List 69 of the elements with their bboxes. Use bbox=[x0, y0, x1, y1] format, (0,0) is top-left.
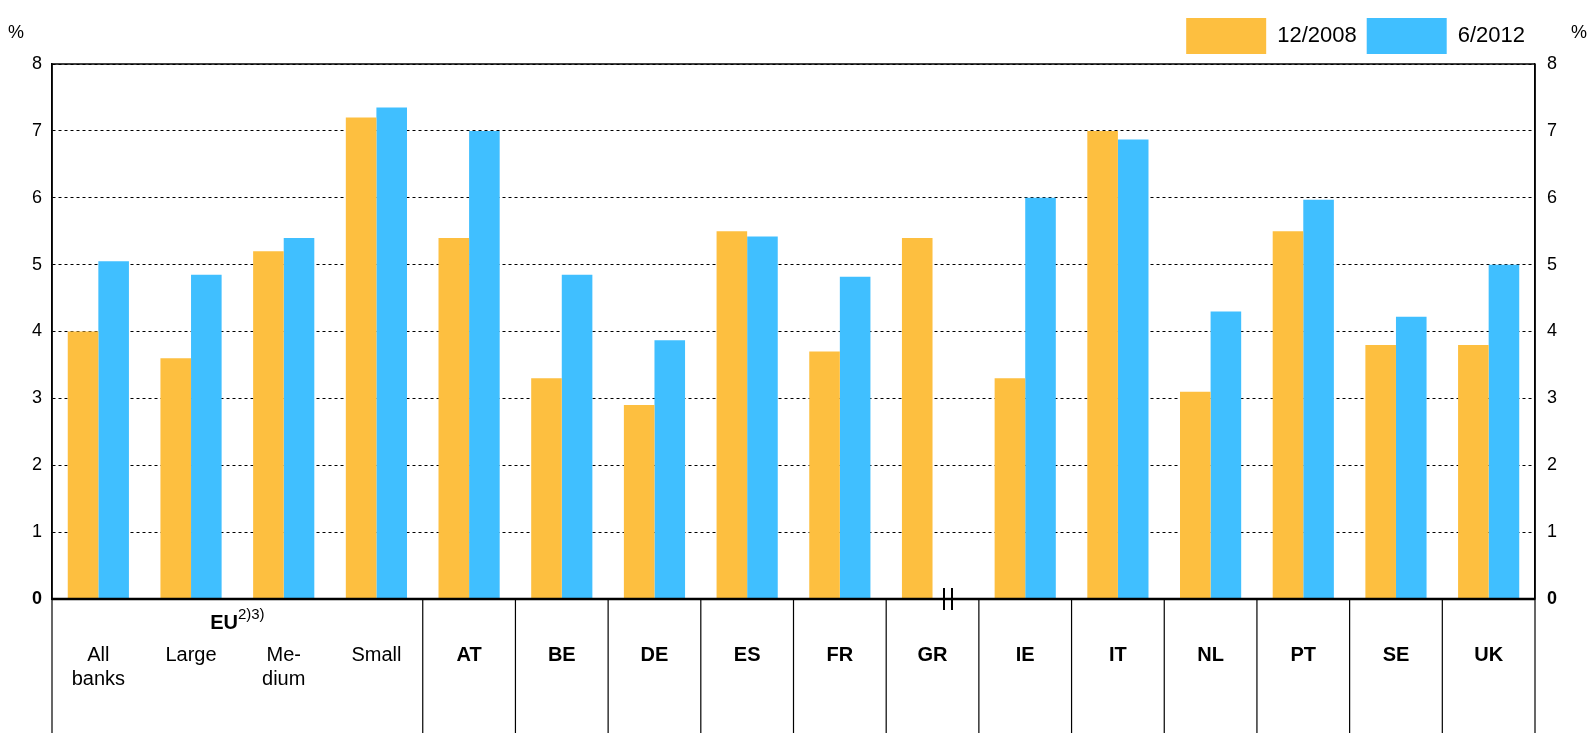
bar bbox=[901, 237, 933, 599]
legend-label: 12/2008 bbox=[1277, 22, 1357, 48]
y2-tick-label: 1 bbox=[1547, 521, 1558, 542]
bar bbox=[716, 231, 748, 599]
x-tick-label: IT bbox=[1109, 642, 1127, 665]
bar bbox=[747, 236, 778, 599]
bar bbox=[623, 405, 655, 599]
y-tick-label: 6 bbox=[31, 186, 42, 207]
bar bbox=[1303, 199, 1334, 599]
x-tick-label: ES bbox=[733, 642, 761, 665]
x-tick-label: Me-dium bbox=[262, 642, 306, 689]
bar bbox=[1365, 344, 1396, 599]
bar bbox=[345, 117, 377, 599]
bar bbox=[376, 107, 407, 599]
y-tick-label: 5 bbox=[31, 253, 42, 274]
y2-tick-label: 2 bbox=[1547, 454, 1558, 475]
bar bbox=[98, 261, 129, 599]
y2-tick-label: 0 bbox=[1547, 587, 1558, 608]
bar bbox=[809, 351, 840, 599]
bar bbox=[654, 340, 686, 599]
y2-tick-label: 6 bbox=[1547, 186, 1558, 207]
x-tick-label: DE bbox=[640, 642, 669, 665]
bar bbox=[67, 331, 99, 599]
bar bbox=[561, 274, 593, 599]
x-tick-label: BE bbox=[547, 642, 576, 665]
x-tick-label: AT bbox=[456, 642, 482, 665]
y2-tick-label: 8 bbox=[1547, 52, 1558, 73]
x-tick-label: GR bbox=[917, 642, 949, 665]
y2-tick-label: 3 bbox=[1547, 387, 1558, 408]
bar bbox=[191, 274, 222, 599]
x-tick-label: All banks bbox=[71, 642, 126, 689]
bar bbox=[1395, 316, 1427, 599]
x-tick-label: SE bbox=[1382, 642, 1410, 665]
x-tick-label: Small bbox=[351, 642, 402, 665]
bar bbox=[438, 237, 470, 599]
y-tick-label: 8 bbox=[31, 52, 42, 73]
y-tick-label: 1 bbox=[31, 521, 42, 542]
bar bbox=[1117, 139, 1149, 599]
bar bbox=[1272, 231, 1304, 599]
x-tick-label: UK bbox=[1474, 642, 1504, 665]
y-tick-label: 2 bbox=[31, 454, 42, 475]
y2-tick-label: 4 bbox=[1547, 320, 1558, 341]
y2-tick-label: 7 bbox=[1547, 119, 1558, 140]
bar bbox=[469, 130, 500, 599]
bar bbox=[1180, 391, 1211, 599]
y-tick-label: 3 bbox=[31, 387, 42, 408]
x-tick-label: PT bbox=[1290, 642, 1317, 665]
bar bbox=[1458, 344, 1489, 599]
bar bbox=[531, 378, 562, 599]
y2-axis-title: % bbox=[1570, 21, 1587, 42]
bar bbox=[1488, 264, 1520, 599]
bar bbox=[1025, 197, 1056, 599]
bar bbox=[994, 378, 1026, 599]
y-tick-label: 4 bbox=[31, 320, 42, 341]
bar bbox=[839, 276, 871, 599]
bar bbox=[253, 251, 284, 599]
x-tick-label: NL bbox=[1197, 642, 1224, 665]
bar bbox=[283, 237, 315, 599]
bar bbox=[1210, 311, 1242, 599]
x-tick-label: IE bbox=[1015, 642, 1035, 665]
x-tick-label: FR bbox=[826, 642, 854, 665]
y-axis-title: % bbox=[8, 21, 25, 42]
y-tick-label: 0 bbox=[31, 587, 42, 608]
bar bbox=[1087, 130, 1118, 599]
legend-label: 6/2012 bbox=[1457, 22, 1526, 48]
bar bbox=[160, 358, 192, 599]
y2-tick-label: 5 bbox=[1547, 253, 1558, 274]
x-tick-label: Large bbox=[165, 642, 217, 665]
y-tick-label: 7 bbox=[31, 119, 42, 140]
